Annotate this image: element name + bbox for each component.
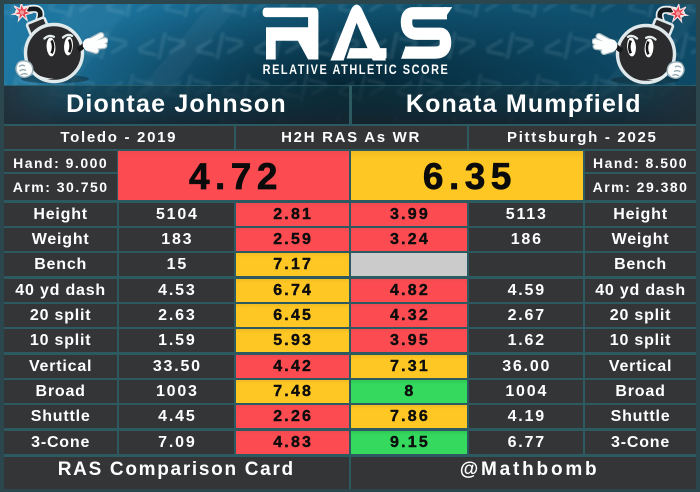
- svg-text:</>: </>: [481, 23, 537, 69]
- svg-text:</>: </>: [101, 4, 157, 28]
- svg-text:</>: </>: [539, 23, 595, 69]
- svg-text:</>: </>: [159, 4, 215, 28]
- svg-text:</>: </>: [191, 23, 247, 69]
- svg-text:</>: </>: [43, 4, 99, 28]
- svg-text:</>: </>: [217, 4, 273, 28]
- svg-text:</>: </>: [133, 23, 189, 69]
- svg-text:</>: </>: [565, 4, 621, 28]
- svg-text:</>: </>: [449, 4, 505, 28]
- svg-text:</>: </>: [507, 4, 563, 28]
